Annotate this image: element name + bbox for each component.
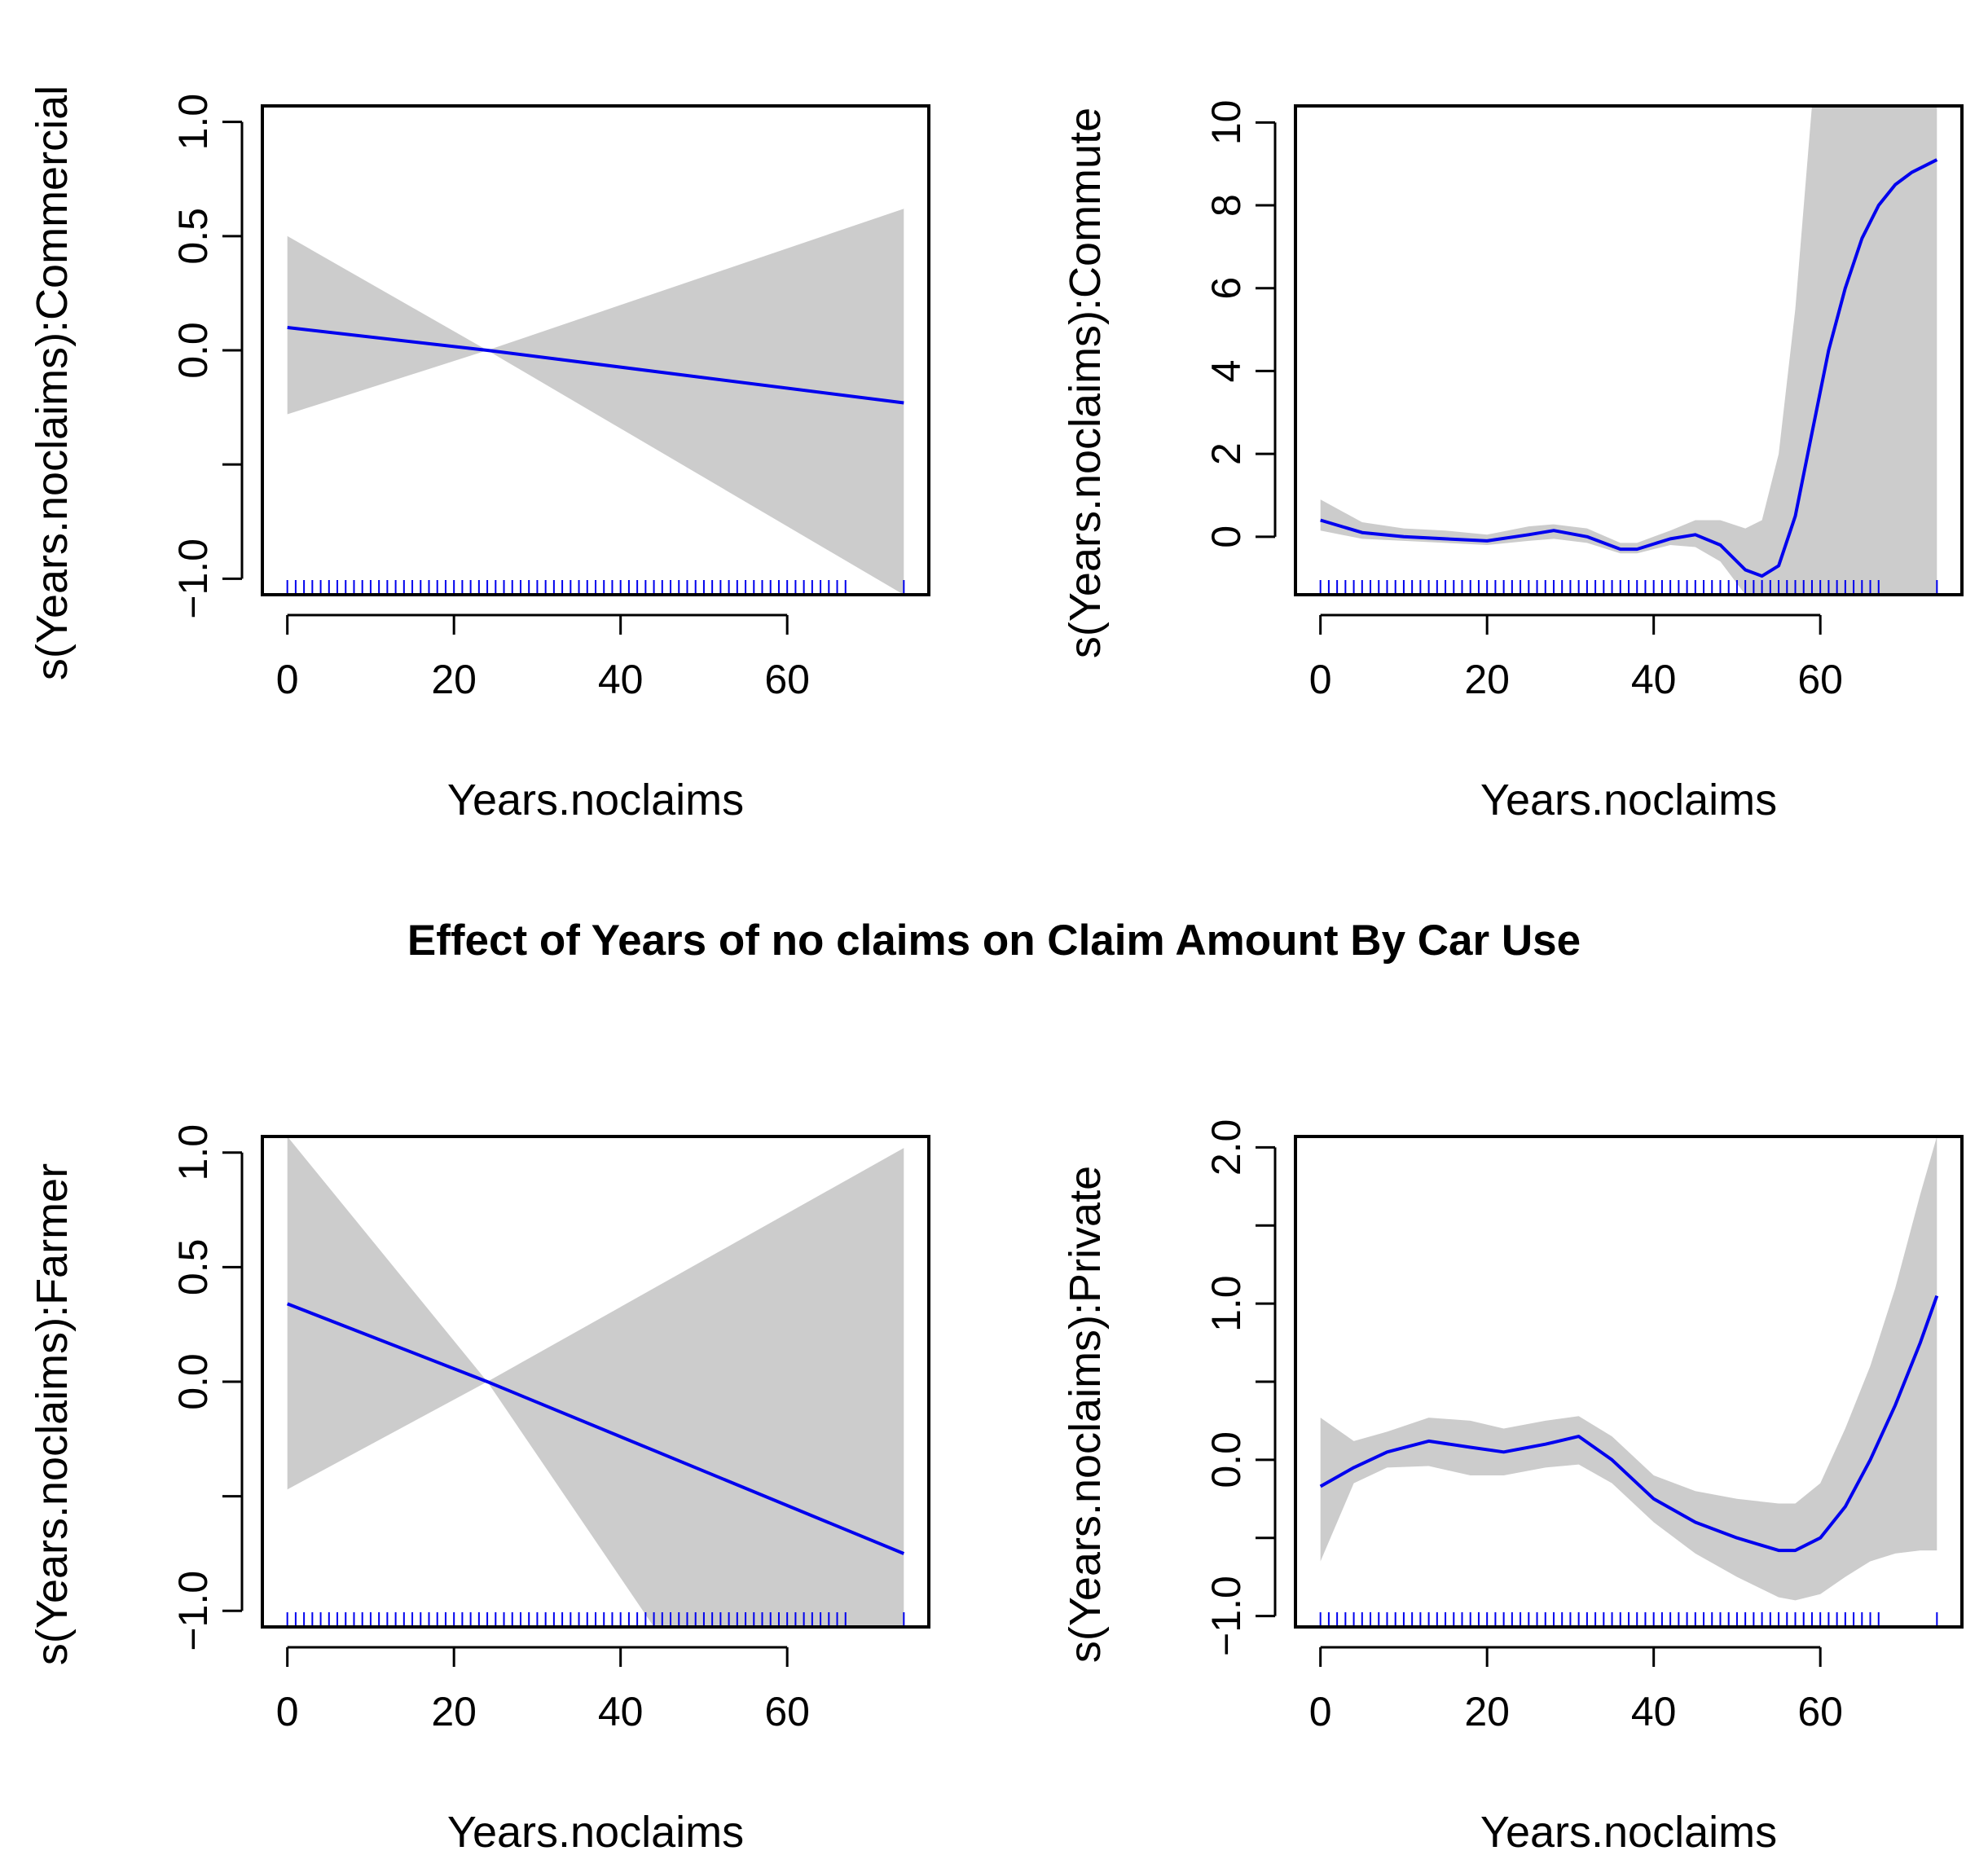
- y-tick-label: 0.0: [170, 1353, 216, 1410]
- y-tick-label: 10: [1203, 100, 1249, 146]
- y-tick-label: 4: [1203, 360, 1249, 383]
- y-tick-label: −1.0: [170, 1571, 216, 1651]
- plot-frame: [1294, 1135, 1964, 1629]
- x-axis-title: Years.noclaims: [1480, 776, 1777, 824]
- rug-marks: [286, 580, 905, 595]
- x-tick-label: 0: [1309, 1689, 1332, 1734]
- y-axis-title: s(Years.noclaims):Farmer: [28, 1163, 77, 1665]
- rug-marks: [286, 1612, 905, 1627]
- x-tick-label: 60: [764, 1689, 810, 1734]
- y-tick-label: 0: [1203, 525, 1249, 548]
- x-axis: 0 20 40 60: [276, 613, 810, 702]
- chart-panel-top-right: 0 20 40 60 0 2 4 6 8 10 Years.noclaims s(Years.nocl…: [1061, 100, 1964, 824]
- x-tick-label: 40: [1631, 657, 1677, 702]
- x-axis-title: Years.noclaims: [447, 776, 744, 824]
- y-tick-label: 2.0: [1203, 1119, 1249, 1176]
- plot-frame: [261, 1135, 930, 1629]
- y-tick-label: 0.0: [170, 322, 216, 379]
- x-tick-label: 40: [598, 1689, 644, 1734]
- confidence-band: [1320, 1136, 1937, 1601]
- chart-panel-bottom-right: 0 20 40 60 −1.0 0.0 1.0 2.0 Years.noclaims s(Year…: [1061, 1119, 1964, 1857]
- x-tick-label: 20: [431, 657, 477, 702]
- y-tick-label: 1.0: [1203, 1275, 1249, 1332]
- y-tick-label: 0.5: [170, 1239, 216, 1296]
- smooth-fit-line: [1319, 1295, 1939, 1553]
- x-tick-label: 20: [431, 1689, 477, 1734]
- confidence-band: [287, 209, 904, 595]
- x-axis: 0 20 40 60: [1309, 1646, 1843, 1734]
- x-axis: 0 20 40 60: [276, 1646, 810, 1734]
- x-tick-label: 0: [1309, 657, 1332, 702]
- y-tick-label: −1.0: [1203, 1576, 1249, 1656]
- smooth-fit-line: [1320, 158, 1938, 578]
- y-tick-label: 0.5: [170, 208, 216, 265]
- x-tick-label: 60: [1797, 1689, 1843, 1734]
- chart-panel-bottom-left: 0 20 40 60 −1.0 0.0 0.5 1.0 Years.noclaims s(Year…: [28, 1124, 930, 1857]
- y-tick-label: 2: [1203, 442, 1249, 465]
- confidence-band: [1320, 106, 1937, 595]
- x-axis: 0 20 40 60: [1309, 613, 1843, 702]
- x-tick-label: 0: [276, 1689, 299, 1734]
- y-axis-title: s(Years.noclaims):Private: [1061, 1166, 1110, 1663]
- x-tick-label: 40: [1631, 1689, 1677, 1734]
- x-tick-label: 0: [276, 657, 299, 702]
- y-tick-label: −1.0: [170, 539, 216, 619]
- confidence-band: [287, 1136, 904, 1627]
- figure-title: Effect of Years of no claims on Claim Am…: [407, 917, 1581, 965]
- plot-frame: [261, 104, 930, 596]
- x-axis-title: Years.noclaims: [447, 1808, 744, 1857]
- y-axis: −1.0 0.0 0.5 1.0: [170, 1124, 244, 1651]
- rug-marks: [1319, 1612, 1938, 1627]
- x-tick-label: 20: [1464, 1689, 1510, 1734]
- x-tick-label: 40: [598, 657, 644, 702]
- y-axis-title: s(Years.noclaims):Commercial: [28, 86, 77, 680]
- smooth-fit-line: [286, 1302, 905, 1555]
- y-tick-label: 1.0: [170, 1124, 216, 1181]
- y-tick-label: 6: [1203, 277, 1249, 300]
- y-axis: −1.0 0.0 1.0 2.0: [1203, 1119, 1277, 1656]
- y-axis-title: s(Years.noclaims):Commute: [1061, 108, 1110, 658]
- y-tick-label: 8: [1203, 194, 1249, 217]
- y-tick-label: 0.0: [1203, 1431, 1249, 1488]
- y-axis: 0 2 4 6 8 10: [1203, 100, 1277, 548]
- x-tick-label: 60: [764, 657, 810, 702]
- rug-marks: [1319, 580, 1938, 595]
- smooth-fit-line: [287, 326, 904, 405]
- x-axis-title: Years.noclaims: [1480, 1808, 1777, 1857]
- y-axis: −1.0 0.0 0.5 1.0: [170, 94, 244, 619]
- chart-panel-top-left: 0 20 40 60 −1.0 0.0 0.5 1.0 Years.noclaims s(Year…: [28, 86, 930, 824]
- x-tick-label: 20: [1464, 657, 1510, 702]
- y-tick-label: 1.0: [170, 94, 216, 151]
- x-tick-label: 60: [1797, 657, 1843, 702]
- plot-frame: [1294, 104, 1964, 596]
